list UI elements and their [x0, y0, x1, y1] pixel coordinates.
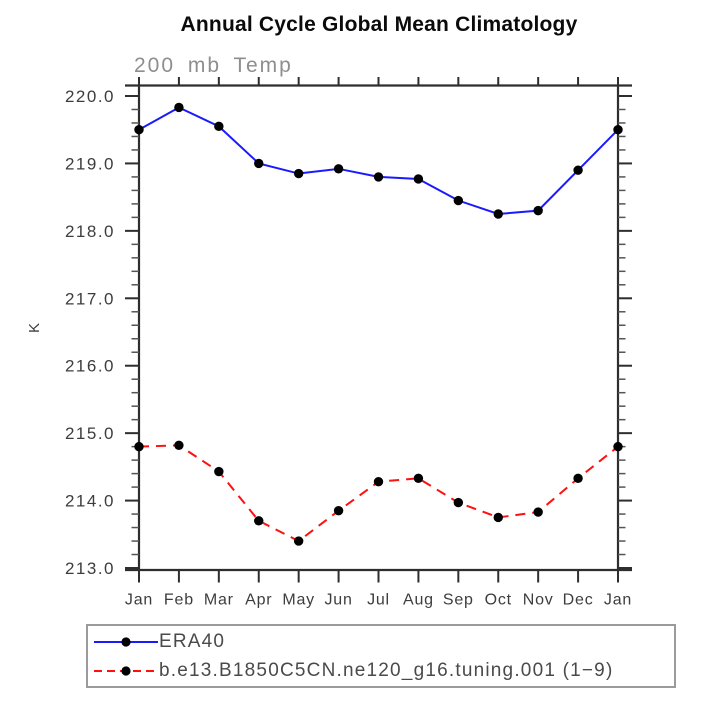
data-point	[413, 174, 424, 184]
series-era40	[134, 102, 623, 219]
data-point	[174, 102, 184, 113]
x-tick-label: Jul	[367, 592, 390, 609]
data-point	[533, 507, 543, 517]
x-axis-ticks: Jan Feb Mar Apr May Jun Jul Aug Sep Oct Nov Dec Jan	[125, 77, 632, 609]
x-tick-label: Feb	[164, 592, 194, 609]
x-tick-label: Apr	[245, 592, 272, 609]
x-tick-label: Dec	[563, 592, 594, 609]
y-tick-label: 214.0	[65, 492, 115, 511]
legend-dashed-line-icon	[94, 665, 158, 676]
x-tick-label: Jun	[324, 592, 352, 609]
data-point	[214, 466, 224, 477]
data-point	[174, 440, 184, 450]
data-point	[453, 195, 464, 206]
x-tick-label: Nov	[523, 592, 554, 609]
x-tick-label: Oct	[485, 592, 512, 609]
chart-subtitle: 200 mb Temp	[134, 54, 293, 77]
y-tick-label: 218.0	[65, 222, 115, 241]
data-point	[134, 125, 144, 135]
data-point	[333, 505, 344, 516]
legend-label-model-run: b.e13.B1850C5CN.ne120_g16.tuning.001 (1−…	[159, 660, 614, 681]
y-tick-label: 220.0	[65, 87, 115, 106]
data-point	[533, 205, 543, 216]
data-point	[134, 441, 144, 452]
y-tick-label: 217.0	[65, 289, 115, 308]
data-point	[373, 172, 384, 182]
x-tick-label: May	[282, 592, 315, 609]
series-model-run	[134, 440, 623, 546]
data-point	[493, 512, 503, 523]
data-point	[573, 473, 583, 484]
axis-frame	[125, 84, 632, 572]
data-point	[453, 497, 464, 508]
data-point	[413, 473, 424, 484]
y-axis-ticks: 213.0 214.0 215.0 216.0 217.0 218.0 219.0 220.0	[65, 87, 632, 578]
data-point	[333, 164, 344, 174]
data-point	[573, 165, 583, 175]
data-point	[613, 441, 623, 452]
legend-item-model-run: b.e13.B1850C5CN.ne120_g16.tuning.001 (1−…	[93, 656, 674, 685]
data-point	[254, 516, 264, 526]
y-tick-label: 216.0	[65, 357, 115, 376]
x-tick-label: Sep	[443, 592, 474, 609]
y-tick-label: 219.0	[65, 154, 115, 173]
data-point	[214, 121, 224, 132]
legend-sample-marker-dot	[121, 636, 131, 647]
data-point	[293, 168, 304, 179]
legend-sample-marker-dot	[121, 665, 131, 676]
data-point	[254, 158, 264, 169]
data-point	[613, 125, 623, 135]
legend-item-era40: ERA40	[93, 627, 674, 656]
y-tick-label: 213.0	[65, 559, 115, 578]
x-tick-label: Mar	[204, 592, 234, 609]
legend-box: ERA40 b.e13.B1850C5CN.ne120_g16.tuning.0…	[86, 624, 676, 688]
legend-label-era40: ERA40	[159, 631, 226, 652]
data-point	[293, 536, 304, 546]
x-tick-label: Jan	[604, 592, 632, 609]
x-tick-label: Aug	[403, 592, 434, 609]
chart-title: Annual Cycle Global Mean Climatology	[180, 13, 578, 36]
x-tick-label: Jan	[125, 592, 153, 609]
data-point	[373, 476, 384, 487]
data-point	[493, 209, 503, 219]
legend-solid-line-icon	[94, 636, 158, 647]
y-tick-label: 215.0	[65, 424, 115, 443]
